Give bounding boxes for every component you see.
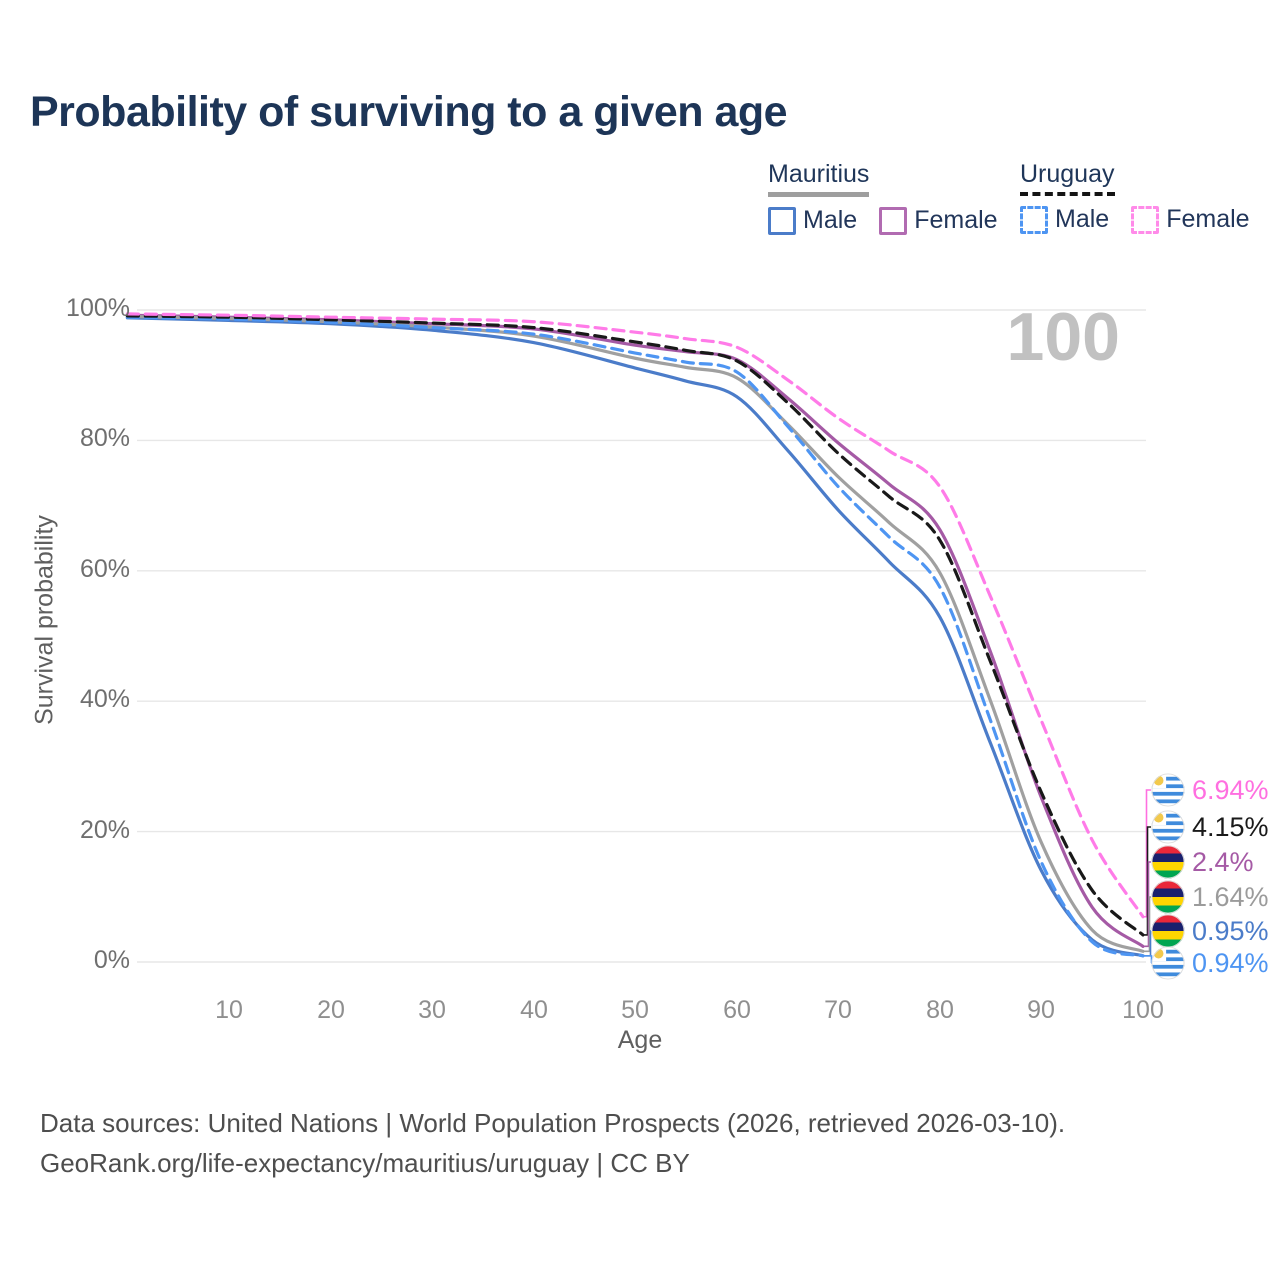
x-tick-20: 20 bbox=[317, 996, 345, 1024]
legend-item-uruguay-male[interactable]: Male bbox=[1020, 205, 1109, 234]
end-value: 2.4% bbox=[1192, 846, 1254, 877]
mauritius-female-swatch-icon bbox=[879, 206, 908, 235]
legend-item-label: Female bbox=[914, 206, 998, 234]
uruguay-flag-icon bbox=[1151, 810, 1185, 844]
uruguay-male-swatch-icon bbox=[1020, 205, 1048, 234]
y-tick-0: 0% bbox=[93, 946, 130, 974]
uruguay-flag-icon bbox=[1151, 773, 1185, 807]
legend-item-label: Male bbox=[803, 206, 858, 234]
legend-item-mauritius-female[interactable]: Female bbox=[879, 206, 998, 235]
x-tick-70: 70 bbox=[824, 996, 852, 1024]
series-end-label-mauritius-female: 2.4% bbox=[1151, 845, 1254, 879]
series-end-label-uruguay: 4.15% bbox=[1151, 810, 1269, 844]
y-axis-title: Survival probability bbox=[30, 515, 59, 725]
mauritius-flag-icon bbox=[1151, 880, 1185, 914]
series-end-label-mauritius: 1.64% bbox=[1151, 880, 1269, 914]
y-tick-100: 100% bbox=[66, 294, 130, 322]
page-title: Probability of surviving to a given age bbox=[30, 88, 788, 136]
y-tick-60: 60% bbox=[79, 555, 130, 583]
end-value: 4.15% bbox=[1192, 811, 1269, 842]
end-value: 0.94% bbox=[1192, 947, 1269, 978]
y-tick-40: 40% bbox=[79, 685, 130, 713]
end-value: 1.64% bbox=[1192, 881, 1269, 912]
mauritius-flag-icon bbox=[1151, 845, 1185, 879]
mauritius-flag-icon bbox=[1151, 914, 1185, 948]
x-tick-100: 100 bbox=[1122, 996, 1164, 1024]
legend-item-label: Female bbox=[1166, 205, 1250, 233]
x-tick-30: 30 bbox=[418, 996, 446, 1024]
uruguay-female-swatch-icon bbox=[1131, 205, 1160, 234]
legend-group-uruguay: Uruguay Male Female bbox=[1020, 160, 1250, 234]
x-tick-80: 80 bbox=[926, 996, 954, 1024]
x-tick-50: 50 bbox=[621, 996, 649, 1024]
legend-item-uruguay-female[interactable]: Female bbox=[1131, 205, 1250, 234]
uruguay-flag-icon bbox=[1151, 946, 1185, 980]
age-counter-watermark: 100 bbox=[1006, 299, 1120, 375]
y-tick-80: 80% bbox=[79, 424, 130, 452]
attribution-text: GeoRank.org/life-expectancy/mauritius/ur… bbox=[40, 1148, 690, 1178]
x-tick-10: 10 bbox=[215, 996, 243, 1024]
legend-group-mauritius: Mauritius Male Female bbox=[768, 160, 998, 235]
x-tick-40: 40 bbox=[520, 996, 548, 1024]
data-source-text: Data sources: United Nations | World Pop… bbox=[40, 1108, 1066, 1138]
mauritius-male-swatch-icon bbox=[768, 206, 796, 235]
series-end-label-mauritius-male: 0.95% bbox=[1151, 914, 1269, 948]
end-value: 6.94% bbox=[1192, 774, 1269, 805]
x-axis-title: Age bbox=[617, 1026, 663, 1054]
legend-item-label: Male bbox=[1055, 205, 1110, 233]
series-end-label-uruguay-female: 6.94% bbox=[1151, 773, 1269, 807]
end-value: 0.95% bbox=[1192, 915, 1269, 946]
y-tick-20: 20% bbox=[79, 816, 130, 844]
x-tick-60: 60 bbox=[723, 996, 751, 1024]
series-end-label-uruguay-male: 0.94% bbox=[1151, 946, 1269, 980]
legend-header-mauritius[interactable]: Mauritius bbox=[768, 160, 870, 197]
legend-header-uruguay[interactable]: Uruguay bbox=[1020, 160, 1115, 196]
legend-item-mauritius-male[interactable]: Male bbox=[768, 206, 857, 235]
x-tick-90: 90 bbox=[1027, 996, 1055, 1024]
